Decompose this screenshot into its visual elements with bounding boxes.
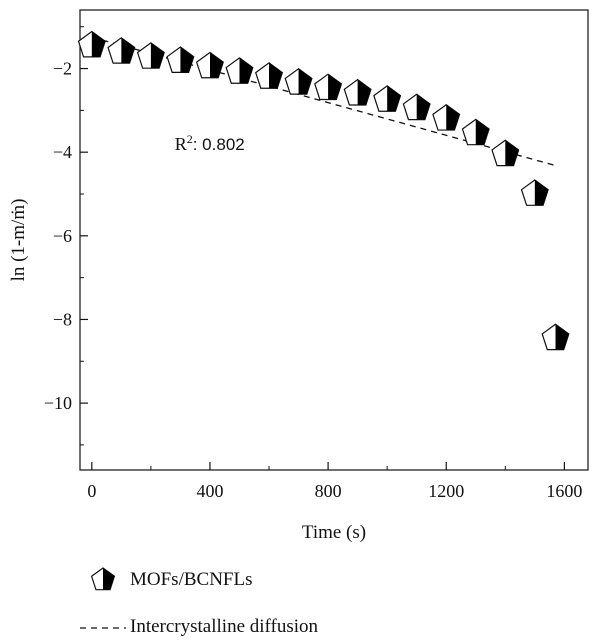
x-tick-label: 400	[196, 481, 223, 501]
data-point	[284, 68, 313, 95]
x-tick-label: 800	[315, 481, 342, 501]
legend-item-mofs: MOFs/BCNFLs	[78, 565, 253, 595]
data-point	[373, 85, 402, 112]
tick-labels: 0 400 800 1200 1600 −2 −4 −6 −8 −10	[44, 59, 583, 501]
data-point	[541, 323, 570, 351]
data-point	[343, 78, 372, 106]
data-points	[77, 30, 570, 351]
data-point	[255, 62, 284, 89]
y-tick-label: −2	[53, 59, 72, 79]
plot-frame	[79, 9, 589, 471]
y-axis-label: ln (1-m/ṁ)	[8, 199, 29, 282]
y-tick-label: −8	[53, 309, 72, 329]
legend-marker	[90, 567, 116, 591]
legend-item-diffusion: Intercrystalline diffusion	[78, 612, 318, 642]
data-point	[195, 51, 224, 79]
y-tick-label: −10	[44, 393, 72, 413]
x-tick-label: 1600	[546, 481, 582, 501]
data-point	[225, 57, 254, 84]
data-point	[402, 93, 431, 121]
y-tick-label: −6	[53, 226, 72, 246]
legend-label-mofs: MOFs/BCNFLs	[130, 569, 253, 590]
data-point	[77, 30, 106, 58]
data-point	[107, 37, 136, 64]
data-point	[432, 103, 461, 131]
half-filled-pentagon-icon	[90, 567, 116, 591]
y-tick-label: −4	[53, 142, 72, 162]
x-tick-label: 0	[87, 481, 96, 501]
dashed-line-icon	[80, 627, 126, 629]
data-point	[166, 46, 195, 73]
data-point	[491, 139, 520, 167]
data-point	[461, 118, 490, 146]
legend-label-diffusion: Intercrystalline diffusion	[130, 616, 319, 637]
data-point	[520, 179, 549, 206]
data-point	[314, 73, 343, 101]
data-point	[136, 42, 165, 69]
x-tick-label: 1200	[428, 481, 464, 501]
r-squared-annotation: R2: 0.802	[175, 132, 245, 154]
axis-ticks	[80, 26, 565, 470]
x-axis-label: Time (s)	[302, 522, 366, 543]
